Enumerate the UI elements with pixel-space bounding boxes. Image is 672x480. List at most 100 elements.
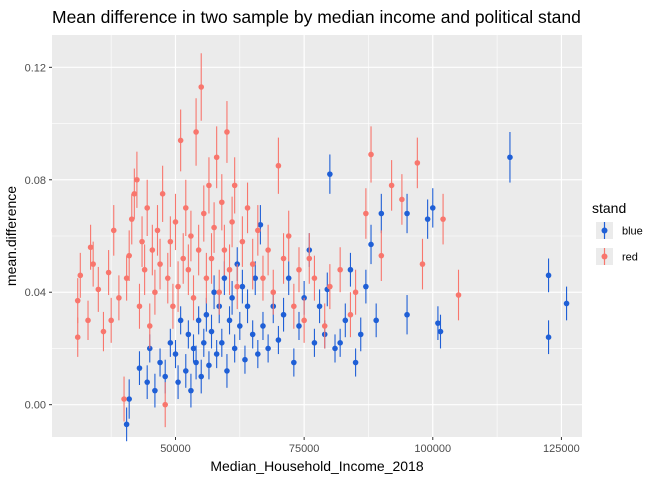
point-blue	[224, 368, 230, 374]
point-blue	[144, 379, 150, 385]
point-blue	[213, 351, 220, 357]
point-red	[368, 151, 374, 158]
point-blue	[206, 362, 212, 369]
point-red	[177, 137, 184, 144]
point-blue	[136, 365, 143, 371]
point-blue	[435, 320, 441, 326]
point-red	[175, 283, 181, 290]
point-red	[321, 323, 328, 329]
point-red	[90, 261, 96, 267]
point-red	[301, 317, 307, 324]
y-axis-ticks: 0.00 0.04 0.08 0.12	[25, 62, 52, 412]
point-blue	[249, 331, 256, 338]
point-blue	[177, 317, 184, 324]
point-red	[152, 289, 158, 296]
point-red	[195, 247, 202, 253]
y-tick-label: 0.12	[25, 62, 46, 74]
point-blue	[352, 359, 359, 366]
point-red	[229, 219, 235, 225]
point-red	[213, 154, 220, 161]
point-blue	[327, 171, 333, 177]
point-red	[116, 295, 122, 301]
point-red	[239, 238, 246, 245]
point-red	[208, 255, 215, 262]
point-red	[162, 401, 169, 408]
point-blue	[507, 154, 513, 161]
point-blue	[404, 210, 410, 217]
point-red	[311, 275, 318, 281]
point-blue	[332, 345, 338, 352]
point-blue	[244, 303, 251, 310]
point-blue	[368, 241, 374, 248]
point-red	[265, 247, 271, 253]
data-marks	[74, 53, 570, 442]
point-blue	[255, 351, 261, 357]
point-blue	[285, 275, 292, 281]
legend-key-red-point	[601, 253, 608, 260]
point-blue	[242, 356, 248, 363]
point-red	[105, 269, 112, 276]
y-tick-label: 0.04	[25, 287, 46, 299]
legend-label-blue: blue	[622, 226, 643, 238]
point-red	[219, 199, 225, 206]
point-red	[306, 255, 313, 262]
x-tick-label: 100000	[414, 443, 451, 455]
point-blue	[280, 311, 287, 318]
point-red	[182, 205, 189, 211]
point-blue	[316, 303, 323, 310]
y-tick-label: 0.08	[25, 175, 46, 187]
point-red	[337, 266, 343, 273]
x-tick-label: 125000	[543, 443, 580, 455]
point-blue	[337, 340, 343, 346]
point-blue	[172, 351, 179, 357]
point-red	[419, 261, 426, 267]
x-tick-label: 50000	[160, 443, 191, 455]
point-blue	[252, 275, 259, 281]
point-red	[190, 295, 197, 301]
point-red	[74, 334, 81, 341]
point-blue	[545, 334, 552, 341]
point-blue	[200, 340, 207, 346]
point-red	[164, 275, 171, 281]
point-blue	[193, 359, 199, 366]
point-blue	[157, 359, 163, 366]
point-red	[74, 297, 81, 304]
point-red	[352, 289, 359, 296]
point-blue	[342, 317, 349, 324]
point-red	[128, 216, 135, 222]
point-red	[149, 247, 156, 253]
point-red	[270, 289, 277, 296]
point-red	[123, 275, 130, 281]
point-blue	[203, 311, 210, 318]
y-axis-title: mean.difference	[3, 186, 19, 286]
legend-title: stand	[592, 200, 626, 216]
point-red	[139, 238, 145, 245]
point-blue	[296, 323, 302, 329]
point-red	[231, 182, 238, 189]
point-red	[144, 205, 150, 211]
point-red	[388, 182, 395, 189]
point-red	[244, 205, 251, 211]
point-blue	[146, 345, 153, 352]
point-red	[399, 196, 405, 203]
point-blue	[195, 317, 202, 324]
point-red	[275, 162, 282, 169]
point-blue	[357, 331, 364, 338]
legend-label-red: red	[622, 252, 638, 264]
point-blue	[275, 337, 282, 343]
point-red	[136, 303, 143, 310]
x-axis-ticks: 50000 75000 100000 125000	[160, 437, 580, 455]
point-red	[285, 233, 292, 239]
point-red	[85, 317, 91, 324]
point-red	[198, 84, 205, 90]
point-red	[280, 255, 287, 262]
point-red	[363, 210, 369, 217]
point-red	[249, 261, 256, 267]
point-blue	[239, 283, 246, 290]
point-blue	[188, 387, 194, 394]
point-red	[260, 275, 266, 281]
point-blue	[563, 300, 570, 307]
point-red	[108, 317, 114, 324]
point-red	[172, 219, 179, 225]
